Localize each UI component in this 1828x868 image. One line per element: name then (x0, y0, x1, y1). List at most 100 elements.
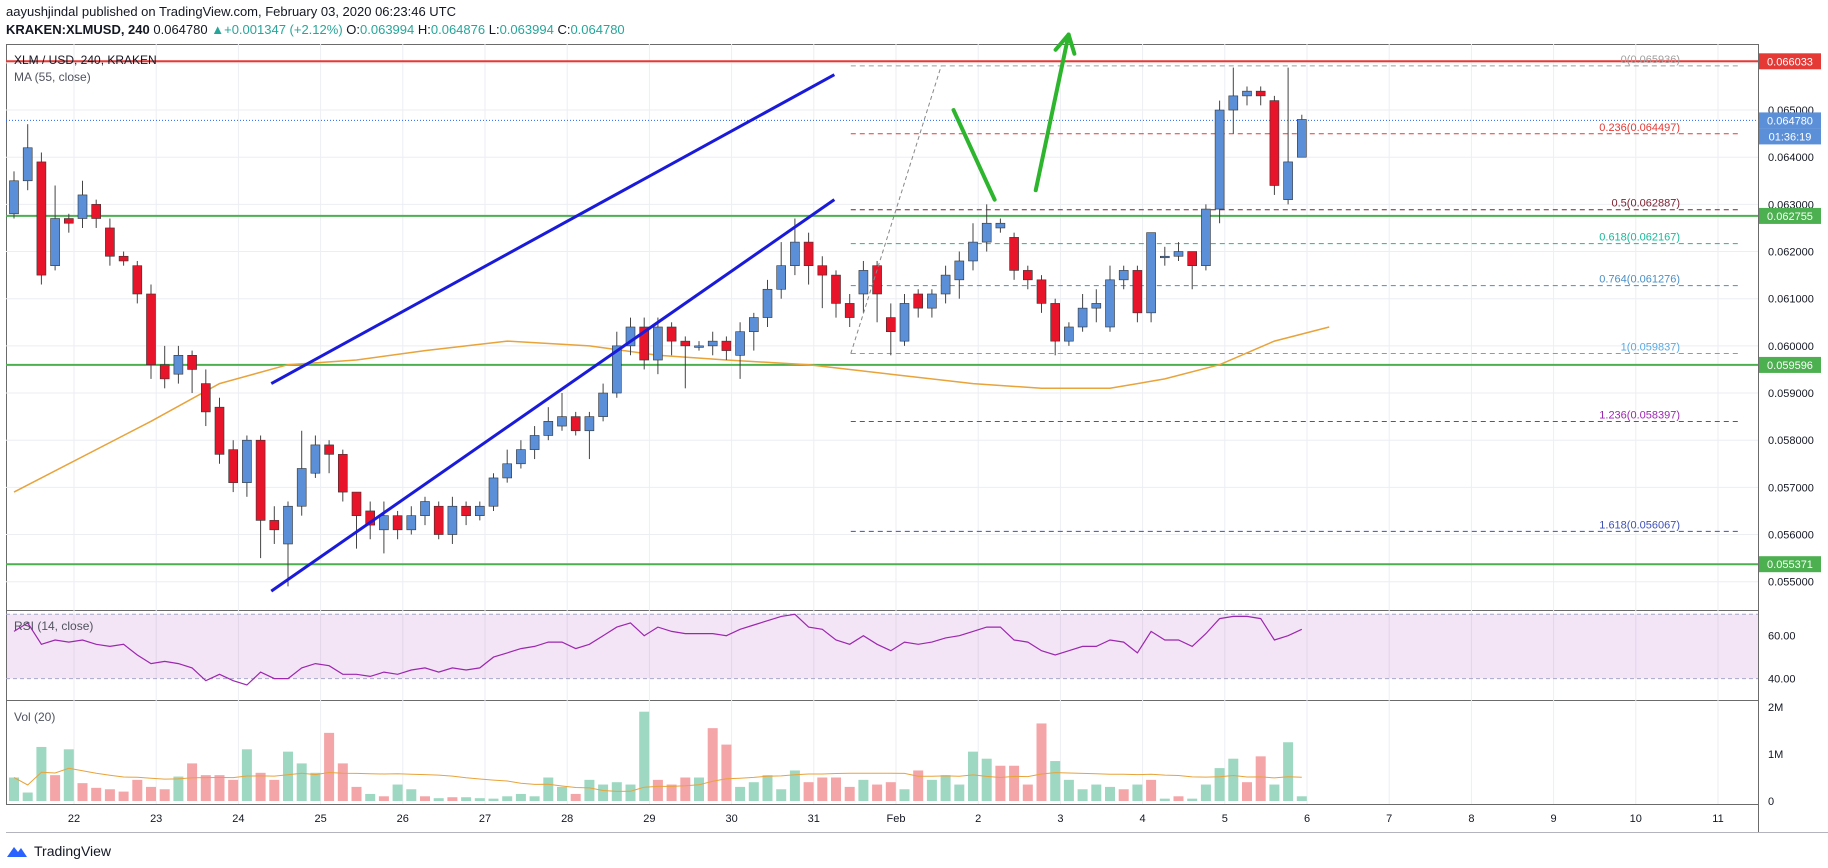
time-axis-label[interactable]: 24 (232, 813, 244, 825)
time-axis-label[interactable]: 3 (1057, 813, 1063, 825)
volume-bar (913, 770, 924, 801)
price-axis-label[interactable]: 0.059000 (1768, 388, 1814, 400)
candle-up (940, 274, 951, 295)
price-axis-label[interactable]: 0.062000 (1768, 247, 1814, 259)
up-arrow-shaft (1033, 32, 1071, 193)
volume-bar (132, 779, 143, 801)
time-axis-label[interactable]: 5 (1222, 813, 1228, 825)
time-axis-label[interactable]: 4 (1140, 813, 1146, 825)
fib-level-label: 0.618(0.062167) (1599, 232, 1680, 244)
volume-bar (1159, 798, 1170, 801)
channel-upper-line[interactable] (270, 73, 836, 385)
volume-bar (1063, 779, 1074, 801)
time-axis-label[interactable]: 9 (1551, 813, 1557, 825)
volume-bar (639, 711, 650, 801)
volume-bar (36, 746, 47, 801)
volume-bar (365, 793, 376, 801)
candle-down (1036, 279, 1047, 304)
candle-up (694, 345, 704, 348)
volume-ma-line (13, 767, 1302, 792)
projection-arrows[interactable] (951, 32, 1077, 202)
candle-down (1269, 100, 1280, 186)
volume-bar (63, 749, 74, 801)
candle-up (1091, 303, 1102, 309)
time-axis-label[interactable]: 30 (725, 813, 737, 825)
price-tag-text: 0.059596 (1767, 360, 1813, 372)
fib-level-label: 1.236(0.058397) (1599, 409, 1680, 421)
volume-bar (91, 787, 102, 801)
price-axis-label[interactable]: 0.060000 (1768, 341, 1814, 353)
volume-bar (968, 751, 978, 801)
volume-legend: Vol (20) (14, 710, 55, 724)
time-axis-label[interactable]: 31 (808, 813, 820, 825)
time-axis-label[interactable]: 25 (314, 813, 326, 825)
volume-bar (22, 792, 33, 801)
price-axis-label[interactable]: 0.055000 (1768, 577, 1814, 589)
price-axis-label[interactable]: 0.061000 (1768, 294, 1814, 306)
footer-brand[interactable]: TradingView (34, 843, 112, 859)
time-axis-label[interactable]: 28 (561, 813, 573, 825)
price-axis[interactable]: 0.0660000.0650000.0640000.0630000.062000… (1768, 58, 1814, 808)
candle-down (337, 454, 348, 493)
rsi-axis-label[interactable]: 40.00 (1768, 674, 1796, 686)
candle-down (803, 241, 814, 266)
rsi-band-lines (6, 613, 1758, 680)
volume-bar (420, 796, 430, 801)
ma-legend: MA (55, close) (14, 70, 91, 84)
candle-up (762, 288, 773, 318)
volume-bar (104, 789, 115, 801)
time-axis-label[interactable]: 8 (1468, 813, 1474, 825)
volume-bar (789, 770, 800, 801)
price-axis-label[interactable]: 0.064000 (1768, 152, 1814, 164)
volume-bar (1283, 742, 1294, 801)
fib-level-label: 0.5(0.062887) (1612, 198, 1681, 210)
chart-title: XLM / USD, 240, KRAKEN (14, 53, 157, 67)
candle-up (447, 505, 458, 535)
low-label: L: (488, 22, 500, 37)
volume-bar (735, 786, 746, 801)
up-arrow-head-icon (1053, 32, 1077, 56)
time-axis-label[interactable]: 23 (150, 813, 162, 825)
rsi-axis-label[interactable]: 60.00 (1768, 631, 1796, 643)
volume-bar (1255, 756, 1266, 801)
price-axis-label[interactable]: 0.058000 (1768, 435, 1814, 447)
fib-level-label: 1.618(0.056067) (1599, 519, 1680, 531)
candle-down (461, 505, 471, 516)
volume-bar (283, 751, 293, 801)
candle-up (529, 435, 540, 450)
fibonacci-levels: 0(0.065936) 0.236(0.064497) 0.5(0.062887) 0… (850, 54, 1740, 532)
volume-bar (337, 763, 348, 801)
volume-bar (844, 786, 855, 801)
volume-bar (1146, 779, 1157, 801)
time-axis-label[interactable]: 11 (1712, 813, 1723, 825)
volume-bar (1105, 786, 1115, 801)
price-axis-label[interactable]: 0.056000 (1768, 530, 1814, 542)
volume-bar (707, 728, 718, 801)
time-axis-label[interactable]: 26 (397, 813, 409, 825)
time-axis-label[interactable]: 6 (1304, 813, 1310, 825)
grid-lines (6, 44, 1758, 804)
price-axis-label[interactable]: 0.057000 (1768, 482, 1814, 494)
channel-lower-line[interactable] (270, 198, 836, 593)
candle-down (433, 505, 444, 535)
time-axis-label[interactable]: Feb (887, 813, 906, 825)
time-axis-label[interactable]: 10 (1630, 813, 1642, 825)
price-tag-support (1759, 556, 1821, 573)
chart-header: aayushjindal published on TradingView.co… (6, 3, 1816, 39)
time-axis-label[interactable]: 22 (68, 813, 80, 825)
time-axis-label[interactable]: 7 (1386, 813, 1392, 825)
volume-axis-label[interactable]: 0 (1768, 796, 1774, 808)
time-axis[interactable]: 22 23 24 25 26 27 28 29 30 31 Feb 2 3 4 5 6 7 8 9 10 11 (68, 813, 1724, 825)
volume-bar (214, 775, 225, 801)
volume-axis-label[interactable]: 1M (1768, 749, 1783, 761)
time-axis-label[interactable]: 29 (643, 813, 655, 825)
candle-down (1022, 270, 1033, 281)
publisher-name[interactable]: aayushjindal (6, 4, 79, 19)
candle-down (913, 293, 924, 309)
time-axis-label[interactable]: 2 (975, 813, 981, 825)
volume-bar (77, 783, 88, 801)
time-axis-label[interactable]: 27 (479, 813, 491, 825)
volume-axis-label[interactable]: 2M (1768, 702, 1783, 714)
candle-down (201, 383, 211, 413)
